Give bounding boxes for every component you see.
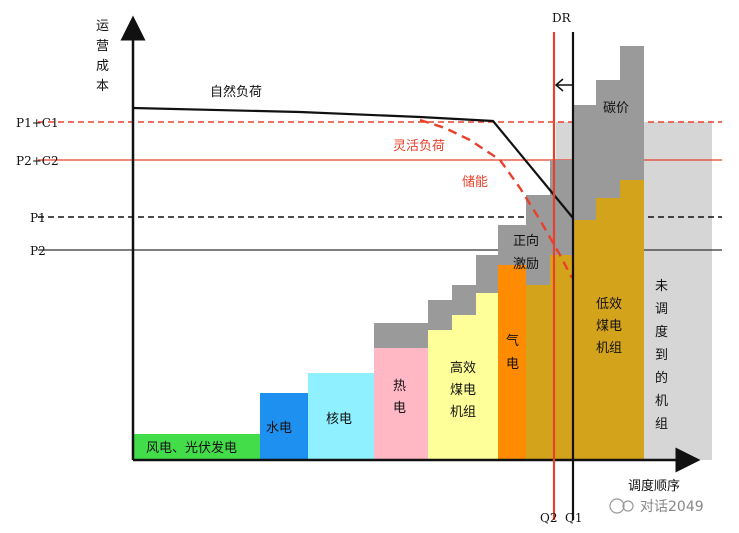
watermark-icon <box>609 498 625 514</box>
heat-label-2: 电 <box>393 401 406 416</box>
x-axis-label: 调度顺序 <box>628 478 680 494</box>
unscheduled-label-4: 到 <box>655 348 668 363</box>
lec-step-1 <box>526 285 550 460</box>
q1-label: Q1 <box>565 511 582 525</box>
carbon-label: 碳价 <box>603 101 629 116</box>
storage-label: 储能 <box>462 175 488 190</box>
lec-step-5 <box>620 180 644 460</box>
hec-label-2: 煤电 <box>450 383 476 398</box>
flexible-load-label: 灵活负荷 <box>393 139 445 154</box>
hydro-label: 水电 <box>266 421 292 436</box>
natural-load-label: 自然负荷 <box>210 84 262 100</box>
lec-step-2 <box>550 255 572 460</box>
nuclear-label: 核电 <box>326 412 352 427</box>
hec-gray-2 <box>452 285 476 315</box>
lec-step-4 <box>596 198 620 460</box>
y-axis-label-4: 本 <box>96 79 109 94</box>
dr-arrow <box>554 78 572 92</box>
dr-label: DR <box>552 11 572 25</box>
lec-gray-4 <box>596 80 620 198</box>
hydro-block <box>260 393 308 460</box>
lec-label-3: 机组 <box>596 341 622 356</box>
incentive-label-2: 激励 <box>513 257 539 272</box>
unscheduled-label-6: 机 <box>655 394 668 409</box>
y-axis-label-3: 成 <box>96 59 109 74</box>
hec-gray-3 <box>476 255 498 293</box>
lec-gray-1 <box>526 195 550 285</box>
hec-gray-1 <box>428 300 452 330</box>
unscheduled-label-2: 调 <box>655 302 668 317</box>
lec-label-1: 低效 <box>596 297 622 312</box>
unscheduled-label-3: 度 <box>655 324 668 340</box>
incentive-label-1: 正向 <box>513 233 539 249</box>
q2-label: Q2 <box>540 511 557 525</box>
flexible-load-curve <box>419 118 574 279</box>
wind-solar-label: 风电、光伏发电 <box>146 440 237 456</box>
hec-step-1 <box>428 330 452 460</box>
unscheduled-label-5: 的 <box>655 370 668 386</box>
lec-gray-2 <box>550 160 572 255</box>
p2c2-label: P2+C2 <box>16 154 59 168</box>
nuclear-block <box>308 373 374 460</box>
heat-gray-top <box>374 323 428 348</box>
gas-gray-top <box>498 225 526 265</box>
y-axis-label-2: 营 <box>96 39 109 54</box>
hec-label-1: 高效 <box>450 360 476 376</box>
p1c1-label: P1+C1 <box>16 116 59 130</box>
p1-label: P1 <box>30 211 46 225</box>
y-axis-label-1: 运 <box>96 19 109 34</box>
unscheduled-label-1: 未 <box>655 279 668 294</box>
heat-block <box>374 348 428 460</box>
lec-gray-5 <box>620 46 644 180</box>
heat-label-1: 热 <box>393 379 406 394</box>
unscheduled-label-7: 组 <box>655 417 668 432</box>
gas-label-2: 电 <box>506 357 519 372</box>
gas-label-1: 气 <box>506 333 519 349</box>
gas-block <box>498 265 526 460</box>
lec-gray-3 <box>572 105 596 220</box>
watermark-text: 对话2049 <box>640 499 704 515</box>
watermark: 对话2049 <box>609 498 704 515</box>
lec-label-2: 煤电 <box>596 319 622 334</box>
hec-label-3: 机组 <box>450 405 476 420</box>
wind-solar-block <box>133 434 260 460</box>
natural-load-curve <box>132 106 574 219</box>
lec-step-3 <box>572 220 596 460</box>
hec-step-2 <box>452 315 476 460</box>
hec-step-3 <box>476 293 498 460</box>
p2-label: P2 <box>30 244 46 258</box>
